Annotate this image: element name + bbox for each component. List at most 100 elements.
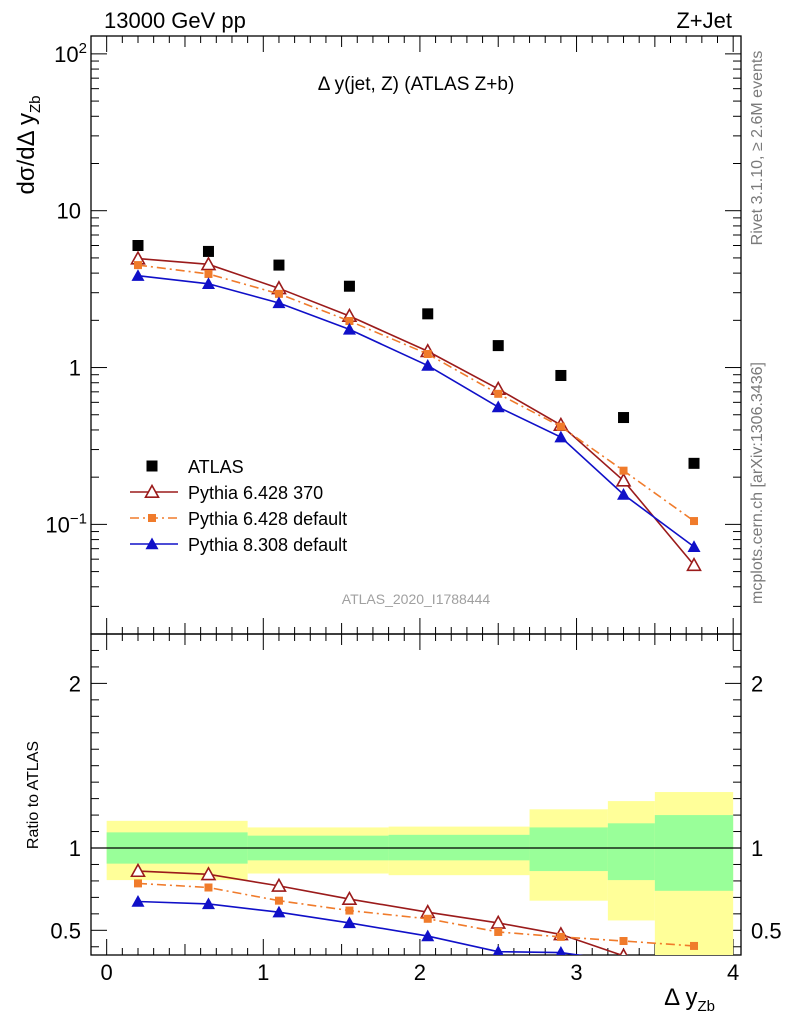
- ratio-point: [617, 955, 630, 967]
- x-axis-label-main: Δ y: [664, 984, 697, 1011]
- ratio-frame: [90, 633, 742, 956]
- ratio-tick-label: 1: [751, 836, 763, 861]
- y-tick-label: 1: [69, 356, 81, 381]
- legend-marker: [148, 514, 156, 522]
- x-axis-label-sub: Zb: [697, 998, 715, 1015]
- main-plot: 10−1 1 10 102 0 1 2 3 4 0.5 0.5 1 1 2 2: [45, 35, 782, 985]
- x-tick-label: 1: [257, 960, 269, 985]
- ratio-axis-label: Ratio to ATLAS: [25, 741, 42, 849]
- data-point: [687, 540, 701, 552]
- ratio-series-3: [131, 895, 701, 972]
- legend-label: ATLAS: [188, 457, 244, 477]
- data-point: [554, 430, 568, 443]
- data-point: [272, 296, 286, 309]
- ratio-series-1: [130, 862, 701, 977]
- series-0: [132, 239, 700, 469]
- ratio-point: [131, 895, 145, 907]
- x-axis-label: Δ yZb: [664, 984, 715, 1015]
- data-point: [690, 517, 699, 526]
- ratio-point: [272, 905, 286, 918]
- ratio-point: [341, 890, 358, 906]
- ratio-tick-label: 0.5: [751, 918, 782, 943]
- data-point: [619, 466, 628, 475]
- data-point: [133, 261, 142, 270]
- ratio-point: [342, 916, 356, 929]
- x-tick-label: 4: [727, 960, 739, 985]
- data-point: [615, 472, 632, 487]
- data-point: [345, 317, 354, 326]
- y-tick-label: 10: [57, 199, 81, 224]
- analysis-id: ATLAS_2020_I1788444: [342, 591, 491, 607]
- legend-label: Pythia 6.428 370: [188, 483, 323, 503]
- ratio-series-2: [133, 879, 699, 950]
- y-axis-label-main: dσ/dΔ y: [13, 113, 40, 195]
- header-left: 13000 GeV pp: [104, 8, 246, 33]
- ratio-point: [690, 941, 699, 950]
- ratio-point: [494, 927, 503, 936]
- ratio-point: [492, 945, 504, 955]
- ratio-point: [133, 879, 142, 888]
- data-point: [201, 277, 215, 289]
- data-point: [492, 340, 504, 352]
- data-point: [422, 308, 434, 320]
- ratio-point: [200, 866, 217, 881]
- ratio-point: [619, 947, 628, 955]
- legend-label: Pythia 6.428 default: [188, 509, 347, 529]
- data-point: [202, 245, 214, 257]
- data-point: [342, 322, 356, 335]
- ratio-tick-label: 2: [69, 671, 81, 696]
- ratio-point: [688, 960, 701, 972]
- ratio-point: [423, 914, 432, 923]
- ratio-point: [555, 946, 566, 955]
- ratio-tick-label: 2: [751, 671, 763, 696]
- series-line: [137, 274, 695, 548]
- ratio-band-inner: [607, 823, 655, 881]
- series-3: [131, 269, 701, 552]
- ratio-plot: [91, 792, 741, 977]
- data-point: [204, 269, 213, 278]
- x-tick-label: 3: [570, 960, 582, 985]
- data-point: [273, 259, 285, 271]
- data-point: [423, 349, 432, 358]
- ratio-point: [201, 897, 215, 910]
- data-point: [555, 369, 567, 381]
- ratio-point: [130, 862, 146, 878]
- data-point: [343, 280, 355, 292]
- data-point: [556, 422, 565, 431]
- data-point: [274, 289, 283, 298]
- ratio-bands: [106, 792, 734, 955]
- ratio-point: [271, 877, 287, 892]
- data-point: [688, 457, 700, 469]
- rivet-label: Rivet 3.1.10, ≥ 2.6M events: [749, 51, 766, 246]
- legend-marker: [145, 537, 159, 550]
- data-point: [200, 256, 217, 271]
- data-point: [686, 556, 702, 572]
- ratio-point: [274, 896, 283, 905]
- ratio-band-inner: [529, 827, 608, 872]
- x-tick-label: 0: [101, 960, 113, 985]
- source-url-label: mcplots.cern.ch [arXiv:1306.3436]: [749, 362, 766, 604]
- legend-label: Pythia 8.308 default: [188, 535, 347, 555]
- series-2: [133, 261, 699, 526]
- ratio-tick-label: 1: [69, 836, 81, 861]
- data-point: [617, 488, 631, 500]
- ratio-point: [556, 932, 565, 941]
- x-tick-label: 2: [414, 960, 426, 985]
- y-tick-label: 10−1: [45, 510, 87, 537]
- data-point: [131, 269, 145, 281]
- ratio-point: [345, 906, 354, 915]
- data-point: [421, 359, 435, 371]
- header-right: Z+Jet: [676, 8, 732, 33]
- ratio-point: [421, 929, 435, 942]
- y-tick-label: 102: [54, 40, 87, 67]
- ratio-band-inner: [654, 815, 734, 891]
- legend: ATLAS Pythia 6.428 370 Pythia 6.428 defaul…: [130, 457, 347, 555]
- data-point: [494, 389, 503, 398]
- data-point: [491, 400, 505, 413]
- ratio-point: [688, 965, 701, 977]
- y-axis-label: dσ/dΔ yZb: [13, 95, 44, 194]
- plot-title: Δ y(jet, Z) (ATLAS Z+b): [318, 74, 515, 95]
- data-point: [618, 412, 630, 424]
- legend-marker: [144, 483, 160, 499]
- data-point: [132, 239, 144, 251]
